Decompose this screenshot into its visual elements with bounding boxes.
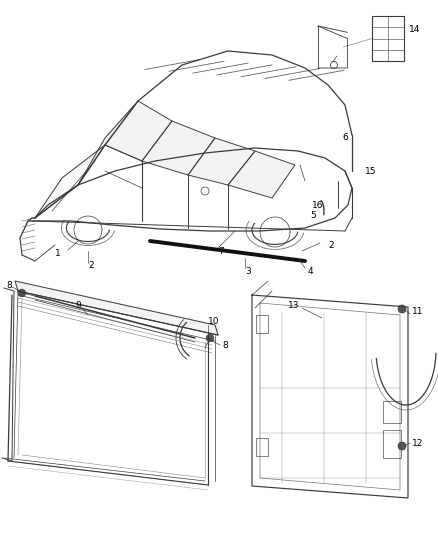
Bar	[383, 430, 401, 458]
Circle shape	[18, 289, 26, 297]
Text: 4: 4	[308, 266, 314, 276]
Polygon shape	[78, 101, 138, 185]
Text: 12: 12	[412, 439, 424, 448]
Polygon shape	[228, 151, 295, 198]
Circle shape	[206, 334, 214, 342]
Polygon shape	[188, 138, 255, 185]
Text: 2: 2	[328, 240, 334, 249]
Text: 13: 13	[288, 301, 300, 310]
Text: 15: 15	[365, 166, 377, 175]
Bar	[256, 438, 268, 456]
Text: 8: 8	[222, 341, 228, 350]
Polygon shape	[15, 281, 218, 335]
Text: 10: 10	[208, 317, 219, 326]
Bar	[256, 315, 268, 333]
Text: 11: 11	[412, 306, 424, 316]
Bar	[383, 401, 401, 423]
Circle shape	[398, 305, 406, 313]
Text: 5: 5	[310, 211, 316, 220]
Text: 2: 2	[88, 262, 94, 271]
Text: 7: 7	[218, 246, 224, 255]
Circle shape	[398, 442, 406, 450]
Text: 6: 6	[342, 133, 348, 142]
Text: 3: 3	[245, 266, 251, 276]
Text: 8: 8	[6, 280, 12, 289]
Text: 1: 1	[55, 248, 61, 257]
Text: 9: 9	[75, 301, 81, 310]
Text: 14: 14	[409, 25, 420, 34]
Text: 16: 16	[312, 200, 324, 209]
Polygon shape	[105, 101, 172, 161]
Polygon shape	[142, 121, 215, 175]
Polygon shape	[35, 145, 105, 218]
